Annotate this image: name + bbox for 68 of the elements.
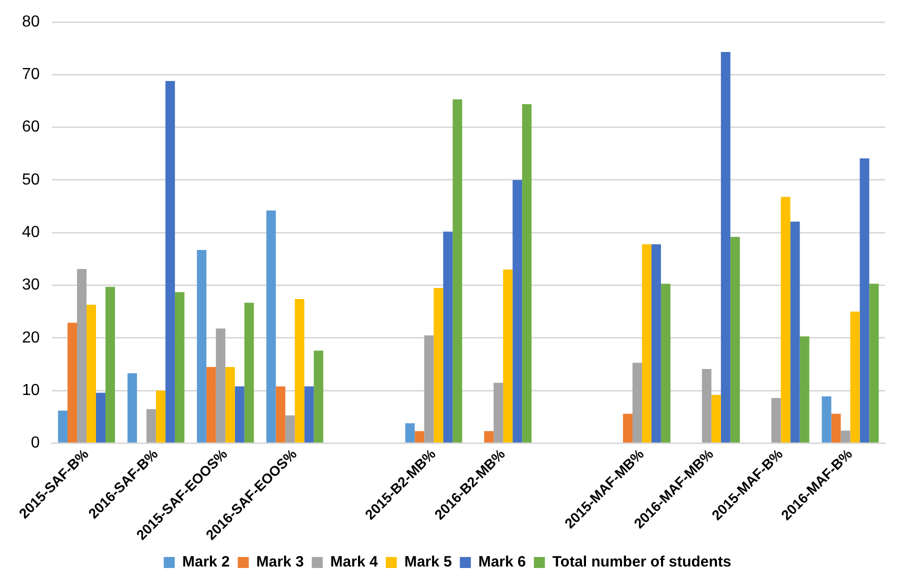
bar (822, 396, 832, 443)
bar (651, 244, 661, 443)
bar (720, 52, 730, 443)
bar (266, 210, 276, 443)
bar (285, 415, 295, 443)
bar (771, 398, 781, 443)
bar (434, 288, 444, 443)
legend-label: Mark 4 (330, 554, 378, 571)
bar (314, 350, 324, 443)
bar (522, 104, 532, 443)
y-tick-label: 20 (22, 329, 40, 346)
bar (424, 335, 434, 443)
bar (304, 386, 314, 443)
y-tick-label: 0 (30, 434, 40, 452)
legend-label: Mark 2 (182, 554, 230, 571)
bar (146, 409, 156, 443)
bar (452, 99, 462, 443)
bar (800, 336, 810, 443)
bar (156, 390, 166, 443)
bar (869, 284, 879, 443)
legend-label: Mark 3 (256, 554, 304, 571)
bar (730, 236, 740, 443)
bar (711, 394, 721, 443)
bar (68, 322, 78, 443)
bar (702, 369, 712, 443)
bar (165, 80, 175, 443)
bar (196, 250, 206, 443)
bar (623, 414, 632, 443)
bar (234, 386, 244, 443)
bar (216, 328, 226, 443)
y-tick-label: 10 (22, 382, 40, 400)
bar (840, 430, 850, 443)
legend-label: Total number of students (552, 554, 732, 571)
bar (414, 431, 424, 443)
bar (174, 292, 184, 443)
bar (660, 284, 670, 443)
legend-label: Mark 6 (478, 554, 526, 571)
bar (780, 196, 790, 443)
bar (443, 232, 453, 443)
bar (484, 431, 494, 443)
bar (494, 382, 504, 443)
y-tick-label: 60 (22, 118, 40, 136)
bar (96, 392, 106, 443)
legend-label: Mark 5 (404, 554, 452, 571)
bar (127, 373, 137, 443)
bar (632, 362, 642, 443)
bar (405, 423, 415, 443)
bar (105, 286, 115, 443)
y-tick-label: 30 (22, 276, 40, 294)
y-tick-label: 70 (22, 66, 40, 84)
bar (860, 158, 870, 443)
bar (244, 302, 254, 443)
bar (77, 268, 87, 443)
bar (512, 180, 522, 443)
bar (294, 299, 304, 443)
bar (276, 386, 286, 443)
bar (831, 414, 841, 443)
y-tick-label: 40 (22, 224, 40, 242)
y-tick-label: 80 (22, 13, 40, 30)
bar (503, 270, 513, 443)
bar (225, 366, 235, 443)
bar (206, 366, 216, 443)
bar (850, 312, 860, 443)
bar (58, 410, 68, 443)
bar (86, 304, 96, 443)
y-tick-label: 50 (22, 171, 40, 188)
bar (790, 222, 800, 443)
bar (642, 244, 652, 443)
